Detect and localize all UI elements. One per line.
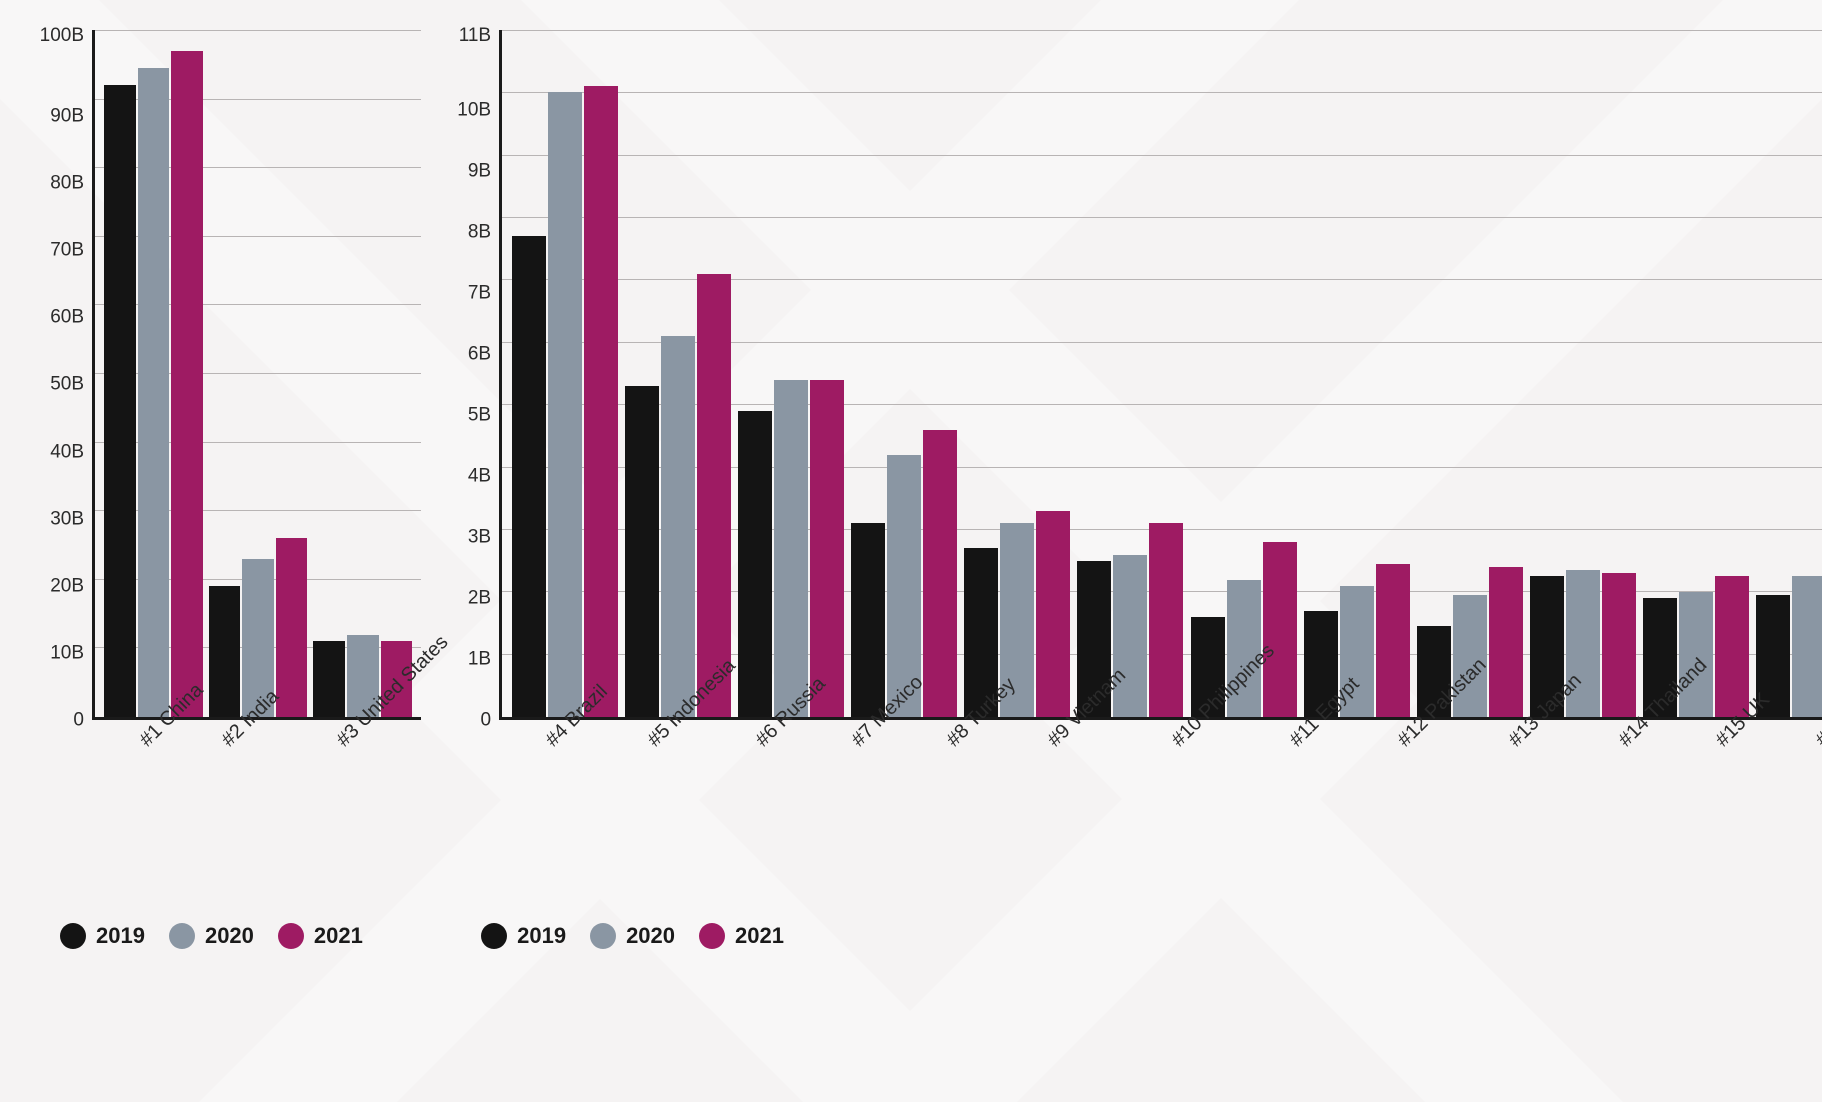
chart-left-plot <box>92 30 421 720</box>
bar <box>209 586 241 717</box>
y-tick: 70B <box>50 241 84 260</box>
bar <box>625 386 659 717</box>
legend-swatch <box>481 923 507 949</box>
chart-right: 11B10B9B8B7B6B5B4B3B2B1B0 <box>451 30 1822 720</box>
y-tick: 10B <box>50 643 84 662</box>
chart-left: 100B90B80B70B60B50B40B30B20B10B0 <box>30 30 421 720</box>
y-tick: 60B <box>50 308 84 327</box>
bar-group <box>1300 30 1413 717</box>
bar-group <box>961 30 1074 717</box>
chart-right-legend: 2019 2020 2021 <box>481 923 1822 949</box>
bar <box>923 430 957 717</box>
legend-item: 2021 <box>699 923 784 949</box>
bar-group <box>508 30 621 717</box>
chart-left-x-labels: #1 China#2 India#3 United States <box>92 730 421 753</box>
legend-item: 2019 <box>60 923 145 949</box>
y-tick: 0 <box>73 710 84 729</box>
bar <box>661 336 695 717</box>
legend-item: 2019 <box>481 923 566 949</box>
y-tick: 3B <box>468 528 491 547</box>
bar <box>1792 576 1822 717</box>
y-tick: 10B <box>457 101 491 120</box>
bar <box>104 85 136 717</box>
bar <box>810 380 844 717</box>
y-tick: 1B <box>468 650 491 669</box>
bar-group <box>1187 30 1300 717</box>
bar <box>1715 576 1749 717</box>
y-tick: 40B <box>50 442 84 461</box>
charts-row: 100B90B80B70B60B50B40B30B20B10B0 #1 Chin… <box>30 30 1792 949</box>
bar-group <box>621 30 734 717</box>
legend-label: 2019 <box>517 923 566 949</box>
y-tick: 30B <box>50 509 84 528</box>
bar <box>1036 511 1070 717</box>
chart-right-y-axis: 11B10B9B8B7B6B5B4B3B2B1B0 <box>451 30 499 720</box>
bar-group <box>1753 30 1822 717</box>
bar <box>1489 567 1523 717</box>
legend-label: 2020 <box>205 923 254 949</box>
legend-item: 2020 <box>169 923 254 949</box>
bar-group <box>1640 30 1753 717</box>
y-tick: 7B <box>468 284 491 303</box>
bar-group <box>1074 30 1187 717</box>
legend-swatch <box>278 923 304 949</box>
legend-label: 2021 <box>314 923 363 949</box>
chart-left-legend: 2019 2020 2021 <box>60 923 421 949</box>
y-tick: 80B <box>50 174 84 193</box>
y-tick: 6B <box>468 345 491 364</box>
y-tick: 8B <box>468 223 491 242</box>
bar-group <box>848 30 961 717</box>
bar-group <box>1527 30 1640 717</box>
y-tick: 100B <box>40 26 84 45</box>
bar-group <box>310 30 415 717</box>
bar <box>738 411 772 717</box>
y-tick: 2B <box>468 589 491 608</box>
bar <box>171 51 203 717</box>
legend-item: 2021 <box>278 923 363 949</box>
chart-right-plot <box>499 30 1822 720</box>
bar <box>548 92 582 717</box>
bar <box>1602 573 1636 717</box>
bar <box>276 538 308 717</box>
bar <box>313 641 345 717</box>
chart-left-panel: 100B90B80B70B60B50B40B30B20B10B0 #1 Chin… <box>30 30 421 949</box>
bar <box>138 68 170 717</box>
legend-swatch <box>590 923 616 949</box>
chart-right-panel: 11B10B9B8B7B6B5B4B3B2B1B0 #4 Brazil#5 In… <box>451 30 1822 949</box>
legend-swatch <box>60 923 86 949</box>
bar <box>697 274 731 717</box>
legend-label: 2021 <box>735 923 784 949</box>
bar-group <box>101 30 206 717</box>
bar <box>1376 564 1410 717</box>
y-tick: 4B <box>468 467 491 486</box>
y-tick: 20B <box>50 576 84 595</box>
chart-left-y-axis: 100B90B80B70B60B50B40B30B20B10B0 <box>30 30 92 720</box>
legend-swatch <box>699 923 725 949</box>
bar <box>512 236 546 717</box>
bar <box>774 380 808 717</box>
bar <box>1263 542 1297 717</box>
y-tick: 50B <box>50 375 84 394</box>
bar <box>584 86 618 717</box>
legend-item: 2020 <box>590 923 675 949</box>
chart-right-x-labels: #4 Brazil#5 Indonesia#6 Russia#7 Mexico#… <box>499 730 1822 753</box>
y-tick: 0 <box>481 711 492 730</box>
bar-group <box>734 30 847 717</box>
y-tick: 9B <box>468 162 491 181</box>
legend-swatch <box>169 923 195 949</box>
bar <box>851 523 885 717</box>
y-tick: 5B <box>468 406 491 425</box>
y-tick: 11B <box>459 26 491 45</box>
legend-label: 2020 <box>626 923 675 949</box>
legend-label: 2019 <box>96 923 145 949</box>
y-tick: 90B <box>50 107 84 126</box>
bar-group <box>1413 30 1526 717</box>
bar-group <box>206 30 311 717</box>
bar <box>1149 523 1183 717</box>
